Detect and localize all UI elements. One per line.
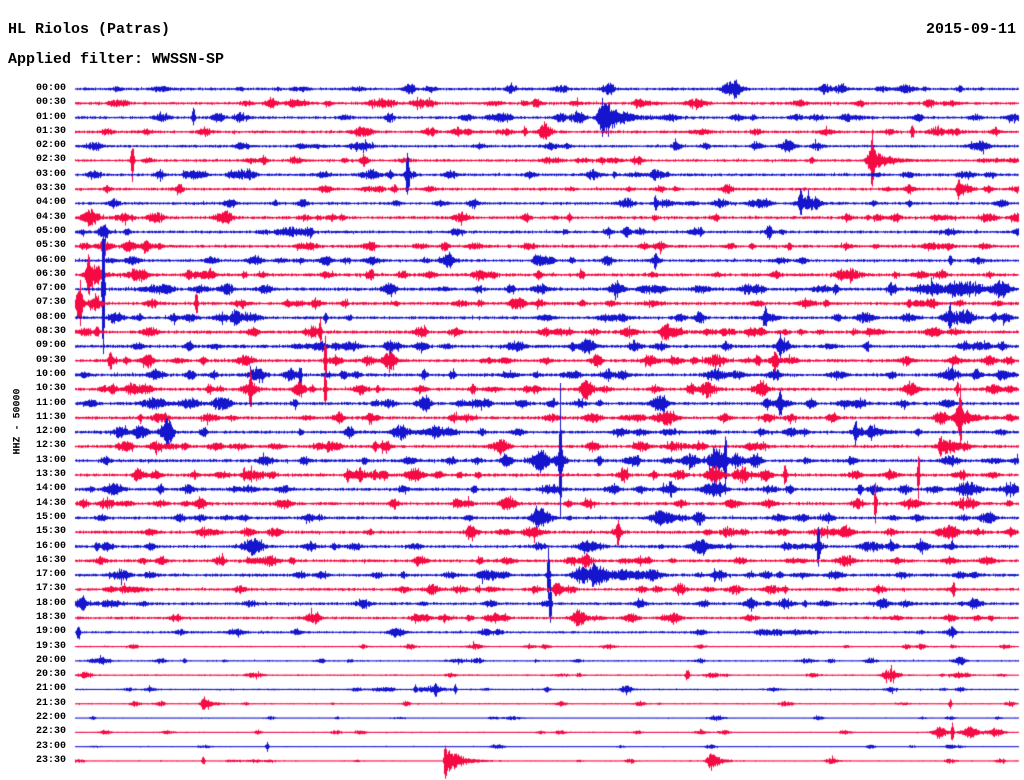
time-label: 02:30 bbox=[35, 154, 66, 166]
time-label: 03:00 bbox=[35, 168, 66, 180]
time-label: 14:30 bbox=[35, 497, 66, 509]
time-label: 15:30 bbox=[35, 526, 66, 538]
time-label: 10:00 bbox=[35, 368, 66, 380]
time-label: 20:00 bbox=[35, 654, 66, 666]
time-label: 00:00 bbox=[35, 83, 66, 94]
time-label: 17:30 bbox=[35, 583, 66, 595]
time-label: 21:30 bbox=[35, 697, 66, 709]
time-axis-labels: 00:00 00:30 01:00 01:30 02:00 02:30 03:00 03:30… bbox=[0, 0, 67, 780]
time-label: 09:00 bbox=[35, 340, 66, 352]
time-label: 04:00 bbox=[35, 197, 66, 209]
time-label: 10:30 bbox=[35, 383, 66, 395]
time-label: 06:30 bbox=[35, 268, 66, 280]
time-label: 16:00 bbox=[35, 540, 66, 552]
time-label: 12:30 bbox=[35, 440, 66, 452]
time-label: 16:30 bbox=[35, 554, 66, 566]
time-label: 13:30 bbox=[35, 469, 66, 481]
time-label: 22:30 bbox=[35, 726, 66, 738]
time-label: 21:00 bbox=[35, 683, 66, 695]
time-label: 11:00 bbox=[35, 397, 66, 409]
time-label: 02:00 bbox=[35, 140, 66, 152]
time-label: 22:00 bbox=[35, 712, 66, 724]
time-label: 19:30 bbox=[35, 640, 66, 652]
time-label: 06:00 bbox=[35, 254, 66, 266]
time-label: 03:30 bbox=[35, 183, 66, 195]
date-label: 2015-09-11 bbox=[925, 21, 1016, 38]
time-label: 07:30 bbox=[35, 297, 66, 309]
time-label: 20:30 bbox=[35, 669, 66, 681]
time-label: 11:30 bbox=[35, 411, 66, 423]
time-label: 01:00 bbox=[35, 111, 66, 123]
time-label: 04:30 bbox=[35, 211, 66, 223]
time-label: 01:30 bbox=[35, 125, 66, 137]
time-label: 18:30 bbox=[35, 611, 66, 623]
time-label: 17:00 bbox=[35, 569, 66, 581]
time-label: 05:00 bbox=[35, 225, 66, 237]
station-title: HL Riolos (Patras) bbox=[8, 21, 171, 38]
time-label: 12:00 bbox=[35, 426, 66, 438]
time-label: 15:00 bbox=[35, 511, 66, 523]
time-label: 08:00 bbox=[35, 311, 66, 323]
time-label: 23:30 bbox=[35, 754, 66, 766]
time-label: 23:00 bbox=[35, 740, 66, 752]
time-label: 13:00 bbox=[35, 454, 66, 466]
time-label: 09:30 bbox=[35, 354, 66, 366]
time-label: 18:00 bbox=[35, 597, 66, 609]
time-label: 05:30 bbox=[35, 240, 66, 252]
time-label: 19:00 bbox=[35, 626, 66, 638]
time-label: 14:00 bbox=[35, 483, 66, 495]
time-label: 07:00 bbox=[35, 283, 66, 295]
time-label: 00:30 bbox=[35, 97, 66, 109]
applied-filter-label: Applied filter: WWSSN-SP bbox=[8, 51, 225, 68]
time-label: 08:30 bbox=[35, 326, 66, 338]
